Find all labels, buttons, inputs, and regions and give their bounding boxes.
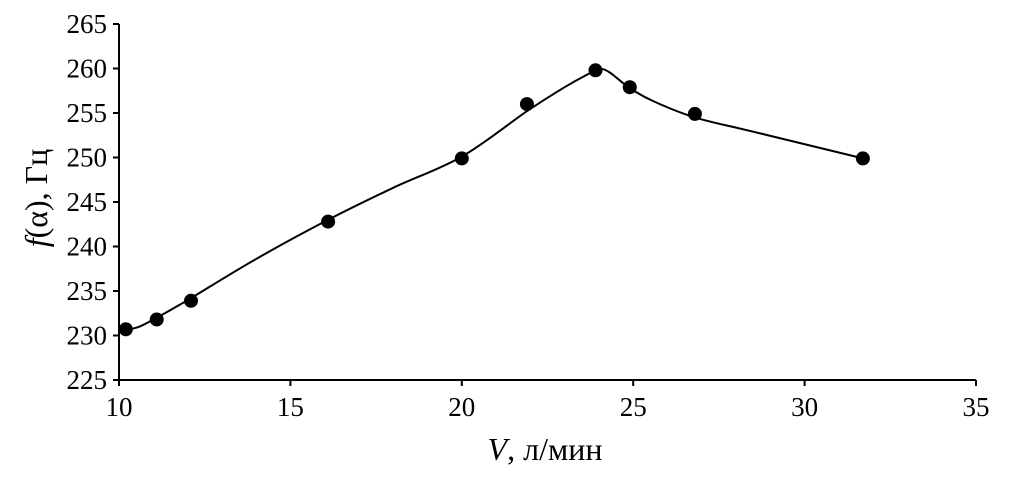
data-point: [855, 151, 870, 166]
axes: [118, 24, 976, 381]
x-axis-title: V, л/мин: [488, 431, 603, 467]
x-axis-title-unit: , л/мин: [507, 431, 602, 467]
x-tick-label: 15: [277, 392, 304, 422]
y-tick-label: 260: [67, 54, 108, 84]
fitted-curve: [125, 68, 864, 332]
data-point: [149, 312, 164, 327]
y-tick-label: 255: [67, 98, 108, 128]
data-point: [622, 80, 637, 95]
y-axis-title: f(α), Гц: [18, 149, 54, 248]
data-point: [519, 97, 534, 112]
data-points: [118, 63, 870, 337]
data-point: [588, 63, 603, 78]
data-point: [183, 293, 198, 308]
data-point: [687, 106, 702, 121]
data-point: [321, 214, 336, 229]
y-tick-label: 230: [67, 321, 108, 351]
y-tick-label: 225: [67, 365, 108, 395]
y-ticks: 225 230 235 240 245 250 255 260 265: [67, 9, 119, 395]
x-tick-label: 10: [106, 392, 133, 422]
x-tick-label: 20: [448, 392, 475, 422]
x-axis-title-variable: V: [488, 431, 511, 467]
y-tick-label: 240: [67, 232, 108, 262]
x-tick-label: 25: [620, 392, 647, 422]
data-point: [118, 322, 133, 337]
x-ticks: 10 15 20 25 30 35: [106, 380, 990, 422]
y-axis-title-unit: (α), Гц: [18, 149, 54, 239]
data-point: [454, 151, 469, 166]
y-tick-label: 235: [67, 276, 108, 306]
y-tick-label: 265: [67, 9, 108, 39]
x-tick-label: 35: [963, 392, 990, 422]
y-tick-label: 250: [67, 143, 108, 173]
x-tick-label: 30: [791, 392, 818, 422]
y-tick-label: 245: [67, 187, 108, 217]
